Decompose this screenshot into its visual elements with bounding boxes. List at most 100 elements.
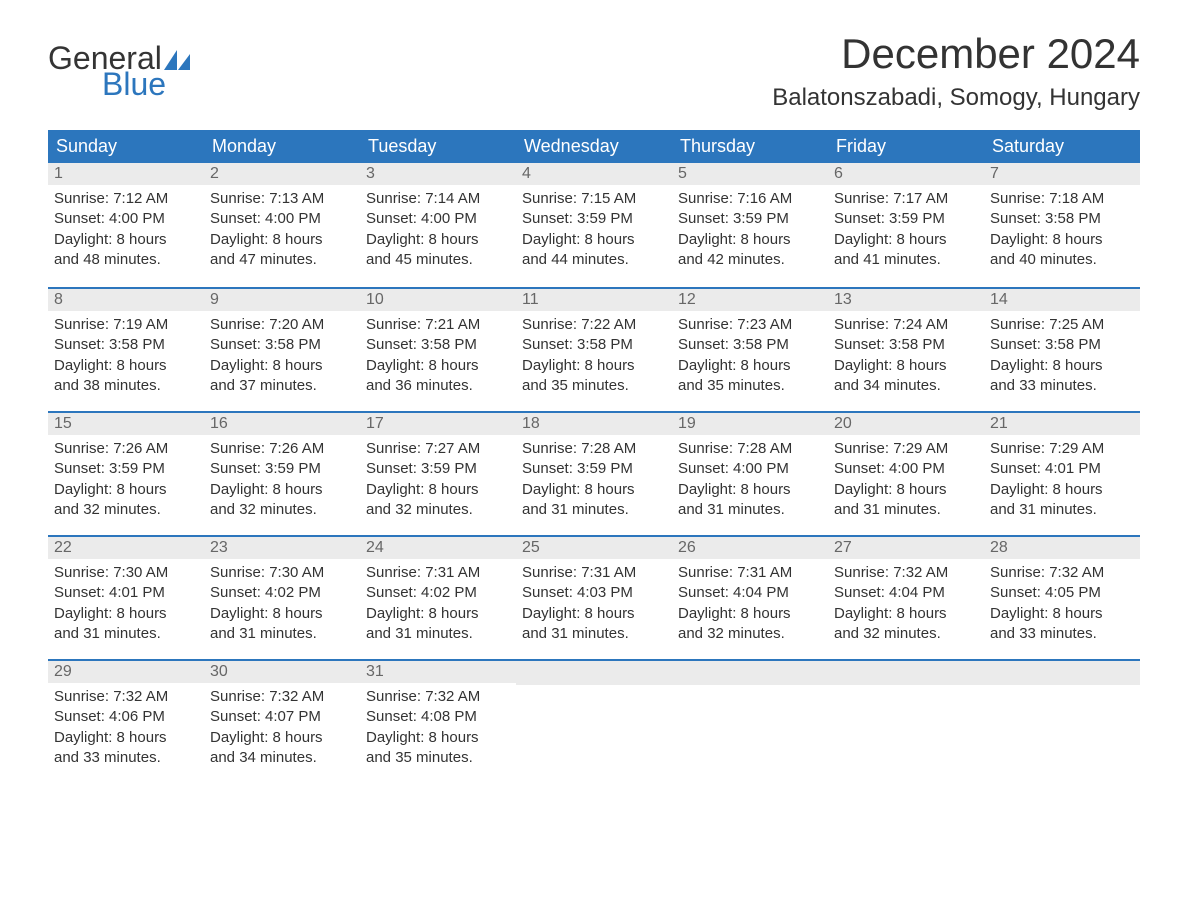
daylight-line1: Daylight: 8 hours [990, 230, 1134, 250]
sunset-line: Sunset: 3:58 PM [834, 335, 978, 355]
day-content: Sunrise: 7:22 AMSunset: 3:58 PMDaylight:… [516, 311, 672, 396]
sunset-line: Sunset: 4:04 PM [834, 583, 978, 603]
daylight-line1: Daylight: 8 hours [834, 480, 978, 500]
daylight-line2: and 48 minutes. [54, 250, 198, 270]
daylight-line1: Daylight: 8 hours [54, 230, 198, 250]
daylight-line2: and 32 minutes. [678, 624, 822, 644]
month-title: December 2024 [772, 30, 1140, 78]
daylight-line2: and 35 minutes. [366, 748, 510, 768]
day-number: 19 [672, 413, 828, 435]
weekday-header-cell: Tuesday [360, 130, 516, 163]
day-number: 2 [204, 163, 360, 185]
day-cell: 6Sunrise: 7:17 AMSunset: 3:59 PMDaylight… [828, 163, 984, 287]
sunset-line: Sunset: 3:58 PM [990, 335, 1134, 355]
day-number [672, 661, 828, 685]
daylight-line2: and 33 minutes. [990, 624, 1134, 644]
sunrise-line: Sunrise: 7:29 AM [834, 439, 978, 459]
logo-word2: Blue [48, 68, 190, 100]
day-cell: 19Sunrise: 7:28 AMSunset: 4:00 PMDayligh… [672, 413, 828, 535]
sunset-line: Sunset: 4:00 PM [54, 209, 198, 229]
sunset-line: Sunset: 4:03 PM [522, 583, 666, 603]
day-cell: 17Sunrise: 7:27 AMSunset: 3:59 PMDayligh… [360, 413, 516, 535]
sunrise-line: Sunrise: 7:27 AM [366, 439, 510, 459]
daylight-line1: Daylight: 8 hours [678, 356, 822, 376]
day-number: 3 [360, 163, 516, 185]
day-content: Sunrise: 7:32 AMSunset: 4:07 PMDaylight:… [204, 683, 360, 768]
day-number: 17 [360, 413, 516, 435]
day-content: Sunrise: 7:21 AMSunset: 3:58 PMDaylight:… [360, 311, 516, 396]
sunrise-line: Sunrise: 7:28 AM [522, 439, 666, 459]
daylight-line2: and 32 minutes. [834, 624, 978, 644]
day-content: Sunrise: 7:31 AMSunset: 4:02 PMDaylight:… [360, 559, 516, 644]
sunset-line: Sunset: 4:02 PM [210, 583, 354, 603]
sunrise-line: Sunrise: 7:32 AM [54, 687, 198, 707]
day-cell: 5Sunrise: 7:16 AMSunset: 3:59 PMDaylight… [672, 163, 828, 287]
day-content: Sunrise: 7:12 AMSunset: 4:00 PMDaylight:… [48, 185, 204, 270]
sunrise-line: Sunrise: 7:32 AM [990, 563, 1134, 583]
daylight-line2: and 44 minutes. [522, 250, 666, 270]
daylight-line2: and 31 minutes. [522, 500, 666, 520]
sunset-line: Sunset: 3:58 PM [990, 209, 1134, 229]
day-cell: 15Sunrise: 7:26 AMSunset: 3:59 PMDayligh… [48, 413, 204, 535]
sunset-line: Sunset: 4:02 PM [366, 583, 510, 603]
daylight-line1: Daylight: 8 hours [210, 728, 354, 748]
daylight-line1: Daylight: 8 hours [54, 604, 198, 624]
day-content: Sunrise: 7:14 AMSunset: 4:00 PMDaylight:… [360, 185, 516, 270]
day-cell: 14Sunrise: 7:25 AMSunset: 3:58 PMDayligh… [984, 289, 1140, 411]
sunrise-line: Sunrise: 7:30 AM [210, 563, 354, 583]
day-cell: 4Sunrise: 7:15 AMSunset: 3:59 PMDaylight… [516, 163, 672, 287]
day-content: Sunrise: 7:13 AMSunset: 4:00 PMDaylight:… [204, 185, 360, 270]
daylight-line1: Daylight: 8 hours [54, 356, 198, 376]
daylight-line1: Daylight: 8 hours [990, 356, 1134, 376]
daylight-line1: Daylight: 8 hours [366, 604, 510, 624]
day-cell [828, 661, 984, 783]
day-number [516, 661, 672, 685]
day-number: 14 [984, 289, 1140, 311]
day-number: 27 [828, 537, 984, 559]
day-content: Sunrise: 7:30 AMSunset: 4:02 PMDaylight:… [204, 559, 360, 644]
day-cell: 2Sunrise: 7:13 AMSunset: 4:00 PMDaylight… [204, 163, 360, 287]
daylight-line1: Daylight: 8 hours [990, 480, 1134, 500]
sunrise-line: Sunrise: 7:26 AM [210, 439, 354, 459]
daylight-line2: and 35 minutes. [522, 376, 666, 396]
day-content: Sunrise: 7:19 AMSunset: 3:58 PMDaylight:… [48, 311, 204, 396]
daylight-line2: and 31 minutes. [366, 624, 510, 644]
daylight-line2: and 47 minutes. [210, 250, 354, 270]
daylight-line2: and 31 minutes. [210, 624, 354, 644]
sunset-line: Sunset: 4:04 PM [678, 583, 822, 603]
week-row: 22Sunrise: 7:30 AMSunset: 4:01 PMDayligh… [48, 535, 1140, 659]
daylight-line2: and 31 minutes. [834, 500, 978, 520]
daylight-line2: and 34 minutes. [834, 376, 978, 396]
day-cell: 3Sunrise: 7:14 AMSunset: 4:00 PMDaylight… [360, 163, 516, 287]
day-number: 18 [516, 413, 672, 435]
sunset-line: Sunset: 3:59 PM [678, 209, 822, 229]
daylight-line1: Daylight: 8 hours [54, 728, 198, 748]
day-content: Sunrise: 7:32 AMSunset: 4:05 PMDaylight:… [984, 559, 1140, 644]
sunrise-line: Sunrise: 7:29 AM [990, 439, 1134, 459]
sunset-line: Sunset: 3:59 PM [834, 209, 978, 229]
daylight-line1: Daylight: 8 hours [522, 604, 666, 624]
sunrise-line: Sunrise: 7:17 AM [834, 189, 978, 209]
daylight-line2: and 33 minutes. [990, 376, 1134, 396]
logo: General Blue [48, 42, 190, 100]
day-number: 26 [672, 537, 828, 559]
day-cell: 24Sunrise: 7:31 AMSunset: 4:02 PMDayligh… [360, 537, 516, 659]
day-number: 24 [360, 537, 516, 559]
day-content: Sunrise: 7:31 AMSunset: 4:04 PMDaylight:… [672, 559, 828, 644]
daylight-line1: Daylight: 8 hours [834, 356, 978, 376]
daylight-line1: Daylight: 8 hours [522, 230, 666, 250]
daylight-line2: and 42 minutes. [678, 250, 822, 270]
sunset-line: Sunset: 3:59 PM [54, 459, 198, 479]
daylight-line2: and 35 minutes. [678, 376, 822, 396]
weekday-header-cell: Wednesday [516, 130, 672, 163]
sunrise-line: Sunrise: 7:31 AM [366, 563, 510, 583]
day-cell: 16Sunrise: 7:26 AMSunset: 3:59 PMDayligh… [204, 413, 360, 535]
sunrise-line: Sunrise: 7:32 AM [834, 563, 978, 583]
day-number: 22 [48, 537, 204, 559]
day-cell: 23Sunrise: 7:30 AMSunset: 4:02 PMDayligh… [204, 537, 360, 659]
sunrise-line: Sunrise: 7:32 AM [210, 687, 354, 707]
location-subtitle: Balatonszabadi, Somogy, Hungary [772, 84, 1140, 112]
day-content: Sunrise: 7:26 AMSunset: 3:59 PMDaylight:… [204, 435, 360, 520]
sunrise-line: Sunrise: 7:15 AM [522, 189, 666, 209]
daylight-line2: and 37 minutes. [210, 376, 354, 396]
